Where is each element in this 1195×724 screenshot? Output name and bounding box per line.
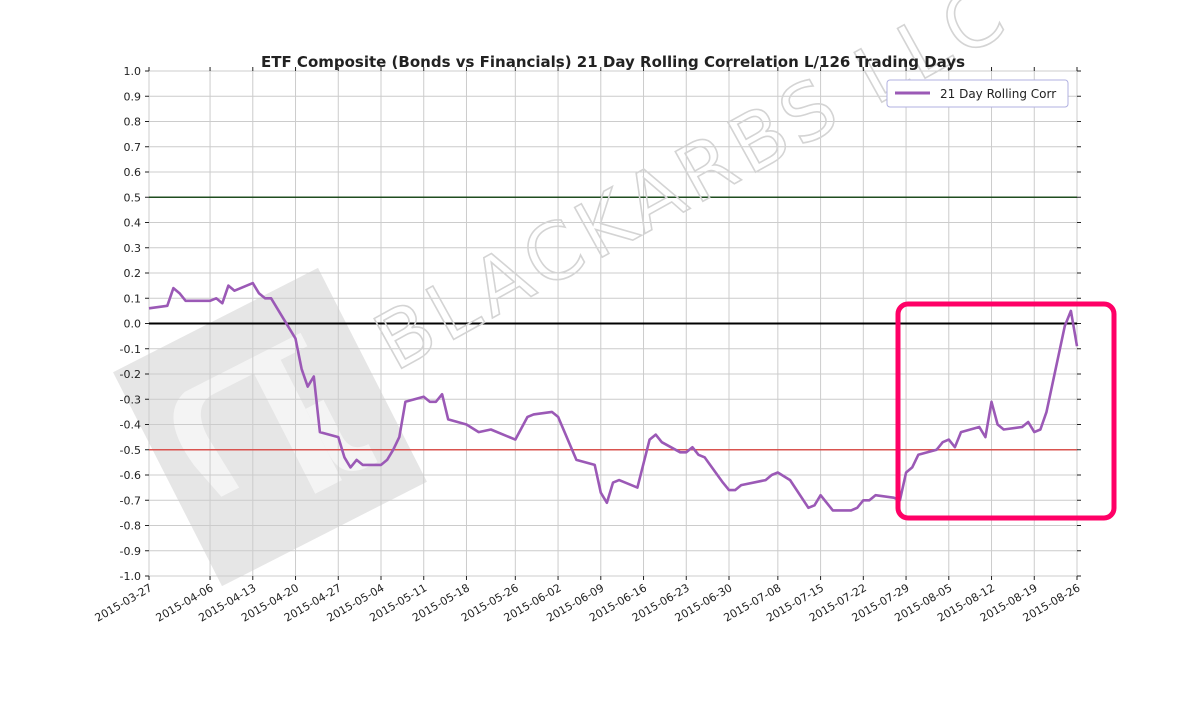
legend[interactable]: 21 Day Rolling Corr [887,80,1068,107]
x-tick-label: 2015-03-27 [93,581,155,624]
chart-title: ETF Composite (Bonds vs Financials) 21 D… [261,53,965,71]
y-tick-label: -0.4 [120,419,141,432]
y-tick-label: -0.5 [120,444,141,457]
y-tick-label: 0.3 [124,242,142,255]
y-tick-label: 0.0 [124,318,142,331]
y-tick-label: -0.3 [120,393,141,406]
y-tick-label: 0.7 [124,141,142,154]
y-tick-label: -0.9 [120,545,141,558]
y-tick-label: -0.7 [120,494,141,507]
y-tick-label: 0.5 [124,191,142,204]
y-tick-label: -0.6 [120,469,141,482]
y-tick-label: -0.2 [120,368,141,381]
y-tick-label: 0.1 [124,292,142,305]
legend-label: 21 Day Rolling Corr [940,87,1056,101]
y-tick-label: 0.6 [124,166,142,179]
y-tick-label: -1.0 [120,570,141,583]
y-tick-label: 0.2 [124,267,142,280]
y-tick-label: -0.8 [120,520,141,533]
y-tick-label: 0.4 [124,217,142,230]
y-tick-label: -0.1 [120,343,141,356]
y-tick-label: 0.9 [124,90,142,103]
highlight-box [898,304,1114,518]
y-tick-label: 1.0 [124,65,142,78]
y-tick-label: 0.8 [124,116,142,129]
